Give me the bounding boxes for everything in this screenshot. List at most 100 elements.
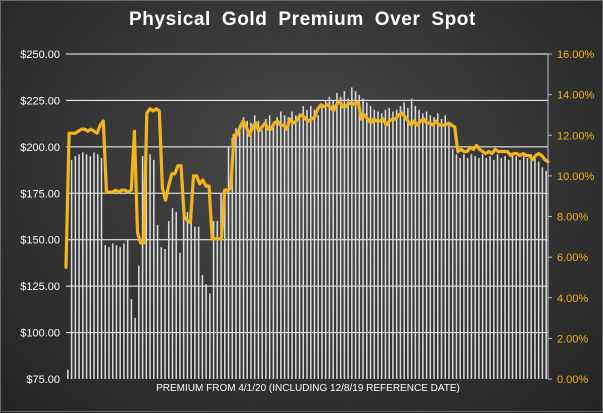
- premium-bar: [522, 156, 525, 379]
- premium-bar: [179, 252, 181, 379]
- premium-bar: [489, 156, 491, 379]
- premium-bar: [302, 106, 305, 379]
- premium-bar: [212, 221, 215, 379]
- premium-bar: [70, 159, 73, 379]
- y-tick-label: $225.00: [20, 95, 60, 107]
- premium-bar: [496, 154, 499, 379]
- premium-bar: [246, 120, 248, 380]
- premium-bar: [197, 226, 200, 379]
- premium-bar: [96, 154, 99, 379]
- y2-tick-label: 16.00%: [557, 49, 595, 61]
- y2-tick-label: 14.00%: [557, 90, 595, 102]
- premium-percent-line: [64, 99, 550, 269]
- premium-bar: [332, 100, 334, 380]
- premium-bar: [534, 158, 536, 379]
- premium-bar: [145, 152, 148, 379]
- premium-bar: [138, 265, 140, 379]
- premium-bar: [351, 87, 353, 380]
- premium-bar: [324, 100, 327, 380]
- premium-bar: [384, 109, 387, 380]
- premium-bar: [466, 158, 469, 379]
- premium-bar: [153, 159, 155, 379]
- premium-bar: [220, 193, 222, 379]
- premium-bar: [201, 275, 204, 379]
- premium-bar: [295, 115, 297, 379]
- premium-bar: [156, 224, 159, 379]
- premium-bar: [459, 158, 461, 379]
- premium-bar: [470, 154, 473, 379]
- premium-bar: [242, 117, 245, 379]
- premium-bar: [425, 111, 428, 379]
- y-tick-label: $125.00: [20, 281, 60, 293]
- premium-bar: [474, 156, 476, 379]
- premium-bar: [268, 115, 271, 379]
- premium-bar: [354, 91, 357, 379]
- premium-bar: [436, 113, 439, 380]
- premium-bar: [414, 106, 417, 379]
- premium-bar: [369, 106, 372, 379]
- premium-bar: [235, 128, 237, 379]
- line-series: [64, 99, 550, 269]
- premium-bar: [276, 117, 278, 379]
- premium-bar: [339, 96, 342, 380]
- y-tick-label: $175.00: [20, 188, 60, 200]
- premium-bar: [224, 193, 226, 379]
- y2-tick-label: 4.00%: [557, 293, 588, 305]
- premium-bar: [377, 111, 379, 379]
- premium-bar: [123, 243, 125, 379]
- y2-tick-label: 10.00%: [557, 171, 595, 183]
- premium-bar: [380, 113, 383, 380]
- premium-bar: [395, 109, 398, 380]
- premium-bar: [418, 109, 420, 380]
- premium-bar: [507, 159, 510, 379]
- premium-bar: [100, 158, 103, 379]
- x-axis-label: PREMIUM FROM 4/1/20 (INCLUDING 12/8/19 R…: [156, 383, 460, 394]
- premium-bar: [82, 152, 84, 379]
- premium-bar: [111, 243, 114, 379]
- premium-bar: [115, 245, 118, 379]
- premium-bar: [85, 154, 88, 379]
- premium-bar: [67, 369, 69, 379]
- premium-bar: [272, 122, 275, 380]
- premium-bar: [448, 122, 450, 380]
- y2-tick-label: 2.00%: [557, 333, 588, 345]
- premium-bar: [175, 211, 178, 379]
- premium-bar: [407, 107, 409, 380]
- premium-bar: [399, 106, 402, 379]
- premium-bar: [336, 93, 338, 379]
- premium-bar: [306, 109, 308, 380]
- premium-bar: [238, 124, 241, 379]
- premium-bar: [485, 158, 488, 379]
- premium-bar: [280, 111, 282, 379]
- premium-bar: [250, 122, 252, 380]
- premium-bar: [231, 137, 234, 379]
- premium-bar: [130, 299, 133, 379]
- premium-bar: [149, 154, 151, 379]
- premium-bar: [455, 154, 458, 379]
- premium-bar: [493, 159, 495, 379]
- y2-tick-label: 0.00%: [557, 374, 588, 386]
- premium-bar: [108, 247, 110, 379]
- premium-bar: [317, 115, 319, 379]
- premium-bar: [313, 109, 316, 380]
- premium-bar: [78, 154, 80, 379]
- premium-bar: [545, 171, 547, 379]
- premium-bar: [429, 115, 432, 379]
- premium-bar: [265, 119, 267, 379]
- premium-bar: [227, 146, 230, 379]
- premium-bar: [440, 119, 443, 379]
- premium-bar: [309, 106, 312, 379]
- premium-bar: [366, 102, 368, 379]
- y2-tick-label: 6.00%: [557, 252, 588, 264]
- premium-bar: [93, 152, 95, 379]
- premium-bar: [74, 156, 77, 379]
- premium-bar: [167, 221, 170, 379]
- premium-bar: [209, 293, 211, 379]
- premium-bar: [511, 154, 514, 379]
- premium-bar: [347, 98, 349, 379]
- premium-bar: [164, 249, 166, 379]
- premium-bar: [182, 200, 185, 379]
- premium-bar: [160, 247, 163, 379]
